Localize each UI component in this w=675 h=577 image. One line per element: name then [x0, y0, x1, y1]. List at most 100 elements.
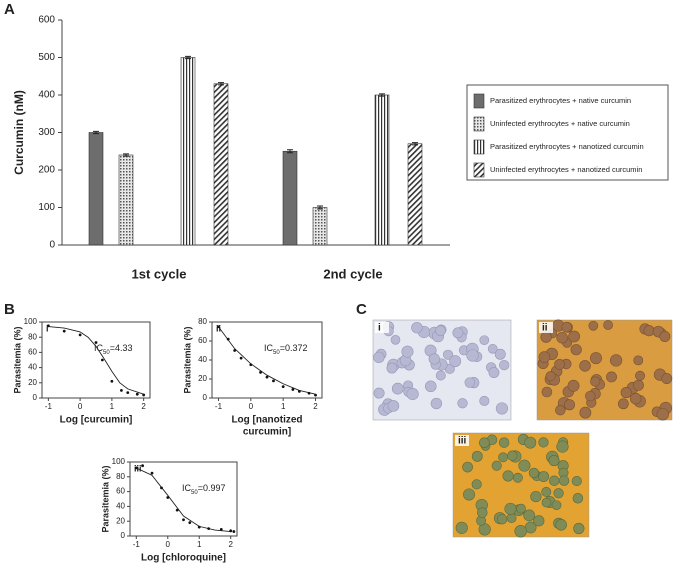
cell [390, 335, 401, 345]
cell [512, 472, 523, 483]
data-point [141, 464, 144, 468]
cell [633, 355, 644, 366]
cell [498, 452, 509, 463]
x-tick-label: -1 [45, 402, 53, 411]
y-tick-label: 300 [38, 127, 55, 138]
cell [457, 398, 468, 409]
data-point [249, 363, 253, 367]
data-point [110, 379, 114, 383]
cell [499, 359, 510, 371]
cell [656, 408, 669, 421]
cell [606, 371, 617, 383]
data-point [182, 518, 185, 522]
data-point [229, 529, 233, 533]
data-point [100, 358, 104, 362]
micrograph: iii [452, 432, 590, 538]
cell [387, 400, 400, 412]
bar [312, 207, 328, 246]
legend-swatch [473, 116, 485, 132]
cell [567, 379, 580, 392]
bar [118, 154, 134, 246]
data-point [188, 521, 192, 525]
bar [213, 83, 229, 246]
legend-swatch [473, 139, 485, 155]
cell [497, 514, 508, 525]
annotation: IC50=0.997 [182, 483, 225, 495]
fit-curve [136, 467, 231, 533]
cell [528, 467, 540, 479]
y-tick-label: 0 [33, 393, 38, 402]
data-point [46, 324, 50, 328]
cell [633, 379, 644, 391]
cell [541, 386, 553, 398]
cell [571, 475, 582, 487]
micrograph-label-bg [455, 435, 469, 446]
micrograph-label-bg [539, 322, 553, 333]
micrograph: i [372, 319, 512, 421]
error-bar [412, 142, 418, 146]
bar [180, 57, 196, 246]
cell [635, 370, 646, 381]
data-point [297, 389, 301, 393]
data-point [314, 393, 317, 397]
y-tick-label: 0 [49, 240, 55, 251]
cell [462, 461, 473, 473]
y-tick-label: 60 [198, 336, 207, 345]
x-tick-label: 0 [249, 402, 254, 411]
x-tick-label: 1 [281, 402, 286, 411]
cell [629, 392, 642, 405]
data-point [239, 356, 243, 360]
cell [609, 354, 623, 367]
y-axis-label: Parasitemia (%) [182, 326, 192, 393]
x-axis-label: curcumin] [243, 427, 291, 438]
annotation-sub: 50 [103, 350, 110, 356]
cell [424, 380, 437, 393]
cell [573, 522, 585, 535]
data-point [175, 508, 179, 512]
cell [391, 382, 404, 395]
y-tick-label: 20 [28, 378, 37, 387]
error-bar [218, 82, 224, 86]
y-tick-label: 600 [38, 15, 55, 26]
cell [568, 330, 580, 343]
data-point [134, 466, 138, 470]
cell [498, 437, 510, 448]
cell [558, 475, 570, 486]
y-tick-label: 500 [38, 52, 55, 63]
cell [507, 450, 518, 461]
cell [487, 343, 498, 354]
cell [495, 402, 509, 415]
y-axis-label: Curcumin (nM) [12, 90, 26, 175]
cell [551, 500, 562, 511]
cell [463, 488, 476, 501]
x-axis-label: Log [nanotized [231, 415, 302, 426]
y-tick-label: 20 [116, 516, 125, 525]
x-tick-label: 2 [313, 402, 318, 411]
annotation-sub: 50 [273, 350, 280, 356]
y-tick-label: 100 [38, 202, 55, 213]
cell [452, 327, 464, 339]
cell [579, 406, 592, 419]
cell [579, 360, 591, 372]
cell [386, 362, 398, 374]
cell [502, 470, 514, 482]
y-tick-label: 60 [28, 348, 37, 357]
micrograph: ii [536, 319, 673, 421]
x-tick-label: 2 [228, 540, 233, 549]
y-tick-label: 80 [198, 317, 207, 326]
annotation: IC50=4.33 [94, 343, 132, 355]
cell [477, 507, 488, 518]
cell [556, 440, 569, 453]
cell [570, 344, 582, 356]
cell [494, 348, 506, 360]
cell [548, 455, 560, 467]
y-tick-label: 20 [198, 374, 207, 383]
cell [516, 503, 526, 514]
cell [401, 345, 414, 358]
cell [541, 486, 552, 497]
bar [407, 143, 423, 246]
micrograph-label: ii [542, 323, 548, 334]
cell [659, 331, 671, 342]
plot-frame [41, 321, 151, 399]
